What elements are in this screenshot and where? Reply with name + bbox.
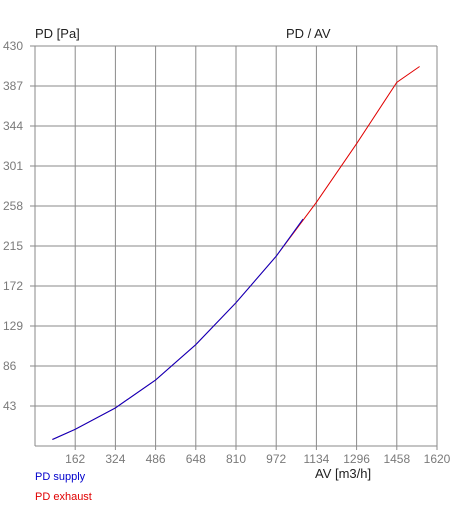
x-tick-label: 486	[146, 452, 166, 466]
legend-pd-supply: PD supply	[35, 471, 86, 483]
y-tick-label: 258	[3, 199, 23, 213]
y-tick-label: 387	[3, 79, 23, 93]
y-tick-label: 86	[3, 359, 17, 373]
x-tick-label: 1296	[343, 452, 370, 466]
y-axis-label: PD [Pa]	[35, 26, 80, 41]
legend-pd-exhaust: PD exhaust	[35, 491, 92, 503]
chart-grid	[30, 45, 438, 450]
x-tick-label: 1620	[424, 452, 451, 466]
series-line-pd-supply	[52, 218, 304, 440]
x-tick-label: 972	[266, 452, 286, 466]
y-tick-label: 129	[3, 319, 23, 333]
x-tick-label: 810	[226, 452, 246, 466]
x-tick-label: 648	[186, 452, 206, 466]
x-axis-label: AV [m3/h]	[315, 466, 371, 481]
y-tick-label: 430	[3, 39, 23, 53]
y-tick-label: 43	[3, 399, 17, 413]
x-tick-label: 162	[65, 452, 85, 466]
y-tick-label: 172	[3, 279, 23, 293]
y-tick-label: 344	[3, 119, 23, 133]
x-tick-label: 1458	[383, 452, 410, 466]
x-tick-label: 1134	[303, 452, 329, 466]
chart-title: PD / AV	[286, 26, 331, 41]
y-tick-label: 301	[3, 159, 23, 173]
y-tick-label: 215	[3, 239, 23, 253]
x-tick-label: 324	[105, 452, 125, 466]
chart-series	[52, 66, 420, 440]
chart-tick-labels: 162 324 486 648 810 972 1134 1296 1458 1620 43 86 12…	[3, 39, 451, 466]
